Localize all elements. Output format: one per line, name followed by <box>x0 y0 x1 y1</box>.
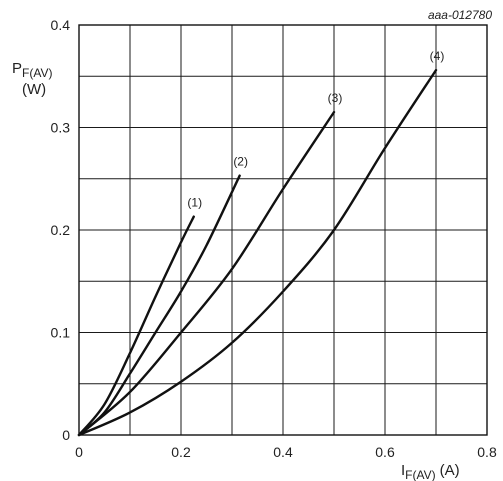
y-tick-label: 0.2 <box>51 222 71 238</box>
axes <box>78 24 488 436</box>
x-axis-label: IF(AV) (A) <box>401 462 460 481</box>
series-label-4: (4) <box>430 49 445 63</box>
y-tick-label: 0.4 <box>51 17 71 33</box>
series-label-1: (1) <box>187 196 202 210</box>
series-label-3: (3) <box>328 91 343 105</box>
x-tick-label: 0.6 <box>375 444 395 460</box>
y-axis-label: PF(AV) <box>12 60 52 80</box>
series-line-3 <box>77 110 336 437</box>
y-tick-label: 0.3 <box>51 120 71 136</box>
figure-reference: aaa-012780 <box>428 8 492 22</box>
x-tick-label: 0.8 <box>477 444 497 460</box>
x-tick-label: 0 <box>75 444 83 460</box>
series-labels: (1) (2) (3) (4) <box>187 49 444 210</box>
y-tick-label: 0 <box>62 427 70 443</box>
y-axis-unit: (W) <box>22 81 46 98</box>
x-tick-label: 0.2 <box>171 444 191 460</box>
series-lines <box>77 68 438 437</box>
y-tick-labels: 0 0.1 0.2 0.3 0.4 <box>51 17 71 443</box>
x-tick-label: 0.4 <box>273 444 293 460</box>
y-tick-label: 0.1 <box>51 325 71 341</box>
series-label-2: (2) <box>233 155 248 169</box>
series-line-2 <box>77 174 241 437</box>
series-line-4 <box>77 68 438 437</box>
plot-frame <box>78 24 488 436</box>
x-tick-labels: 0 0.2 0.4 0.6 0.8 <box>75 444 497 460</box>
series-line-1 <box>77 215 195 437</box>
